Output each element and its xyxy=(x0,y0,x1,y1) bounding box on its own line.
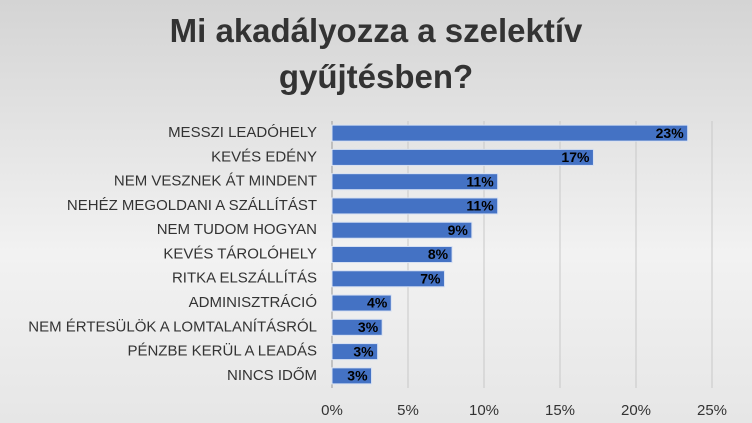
value-label: 17% xyxy=(561,149,590,165)
y-tick-label: KEVÉS TÁROLÓHELY xyxy=(163,245,317,262)
bar xyxy=(331,318,383,336)
x-tick-label: 15% xyxy=(545,402,575,419)
bar xyxy=(331,124,689,142)
value-label: 9% xyxy=(448,222,469,238)
bar xyxy=(331,173,499,191)
bar xyxy=(331,148,594,166)
bar xyxy=(331,294,392,312)
y-tick-label: NEM TUDOM HOGYAN xyxy=(157,221,317,238)
value-label: 11% xyxy=(466,173,494,189)
value-label: 3% xyxy=(347,368,368,384)
y-tick-label: NEM VESZNEK ÁT MINDENT xyxy=(114,173,317,190)
bar xyxy=(331,197,499,215)
y-tick-label: MESSZI LEADÓHELY xyxy=(168,124,317,141)
y-tick-label: ADMINISZTRÁCIÓ xyxy=(189,294,317,311)
value-label: 8% xyxy=(428,246,449,262)
bar xyxy=(331,221,473,239)
bar xyxy=(331,343,379,361)
y-tick-label: RITKA ELSZÁLLÍTÁS xyxy=(172,270,317,287)
y-tick-label: KEVÉS EDÉNY xyxy=(211,148,317,165)
x-tick-label: 10% xyxy=(469,402,499,419)
x-tick-label: 20% xyxy=(621,402,651,419)
y-tick-label: PÉNZBE KERÜL A LEADÁS xyxy=(127,342,317,360)
value-label: 4% xyxy=(367,295,388,311)
bar xyxy=(331,246,453,263)
x-tick-label: 0% xyxy=(321,402,343,419)
value-label: 7% xyxy=(420,270,441,286)
chart-title: Mi akadályozza a szelektív gyűjtésben? xyxy=(169,12,583,95)
y-tick-label: NINCS IDŐM xyxy=(227,367,317,384)
bar xyxy=(331,270,445,288)
y-tick-label: NEHÉZ MEGOLDANI A SZÁLLÍTÁST xyxy=(67,197,317,214)
x-tick-label: 5% xyxy=(397,402,419,419)
value-label: 23% xyxy=(656,125,685,141)
value-label: 3% xyxy=(358,319,379,335)
x-tick-label: 25% xyxy=(697,402,727,419)
bar xyxy=(331,367,373,385)
value-label: 3% xyxy=(353,343,374,359)
y-tick-label: NEM ÉRTESÜLÖK A LOMTALANÍTÁSRÓL xyxy=(28,317,317,335)
value-label: 11% xyxy=(466,198,494,214)
